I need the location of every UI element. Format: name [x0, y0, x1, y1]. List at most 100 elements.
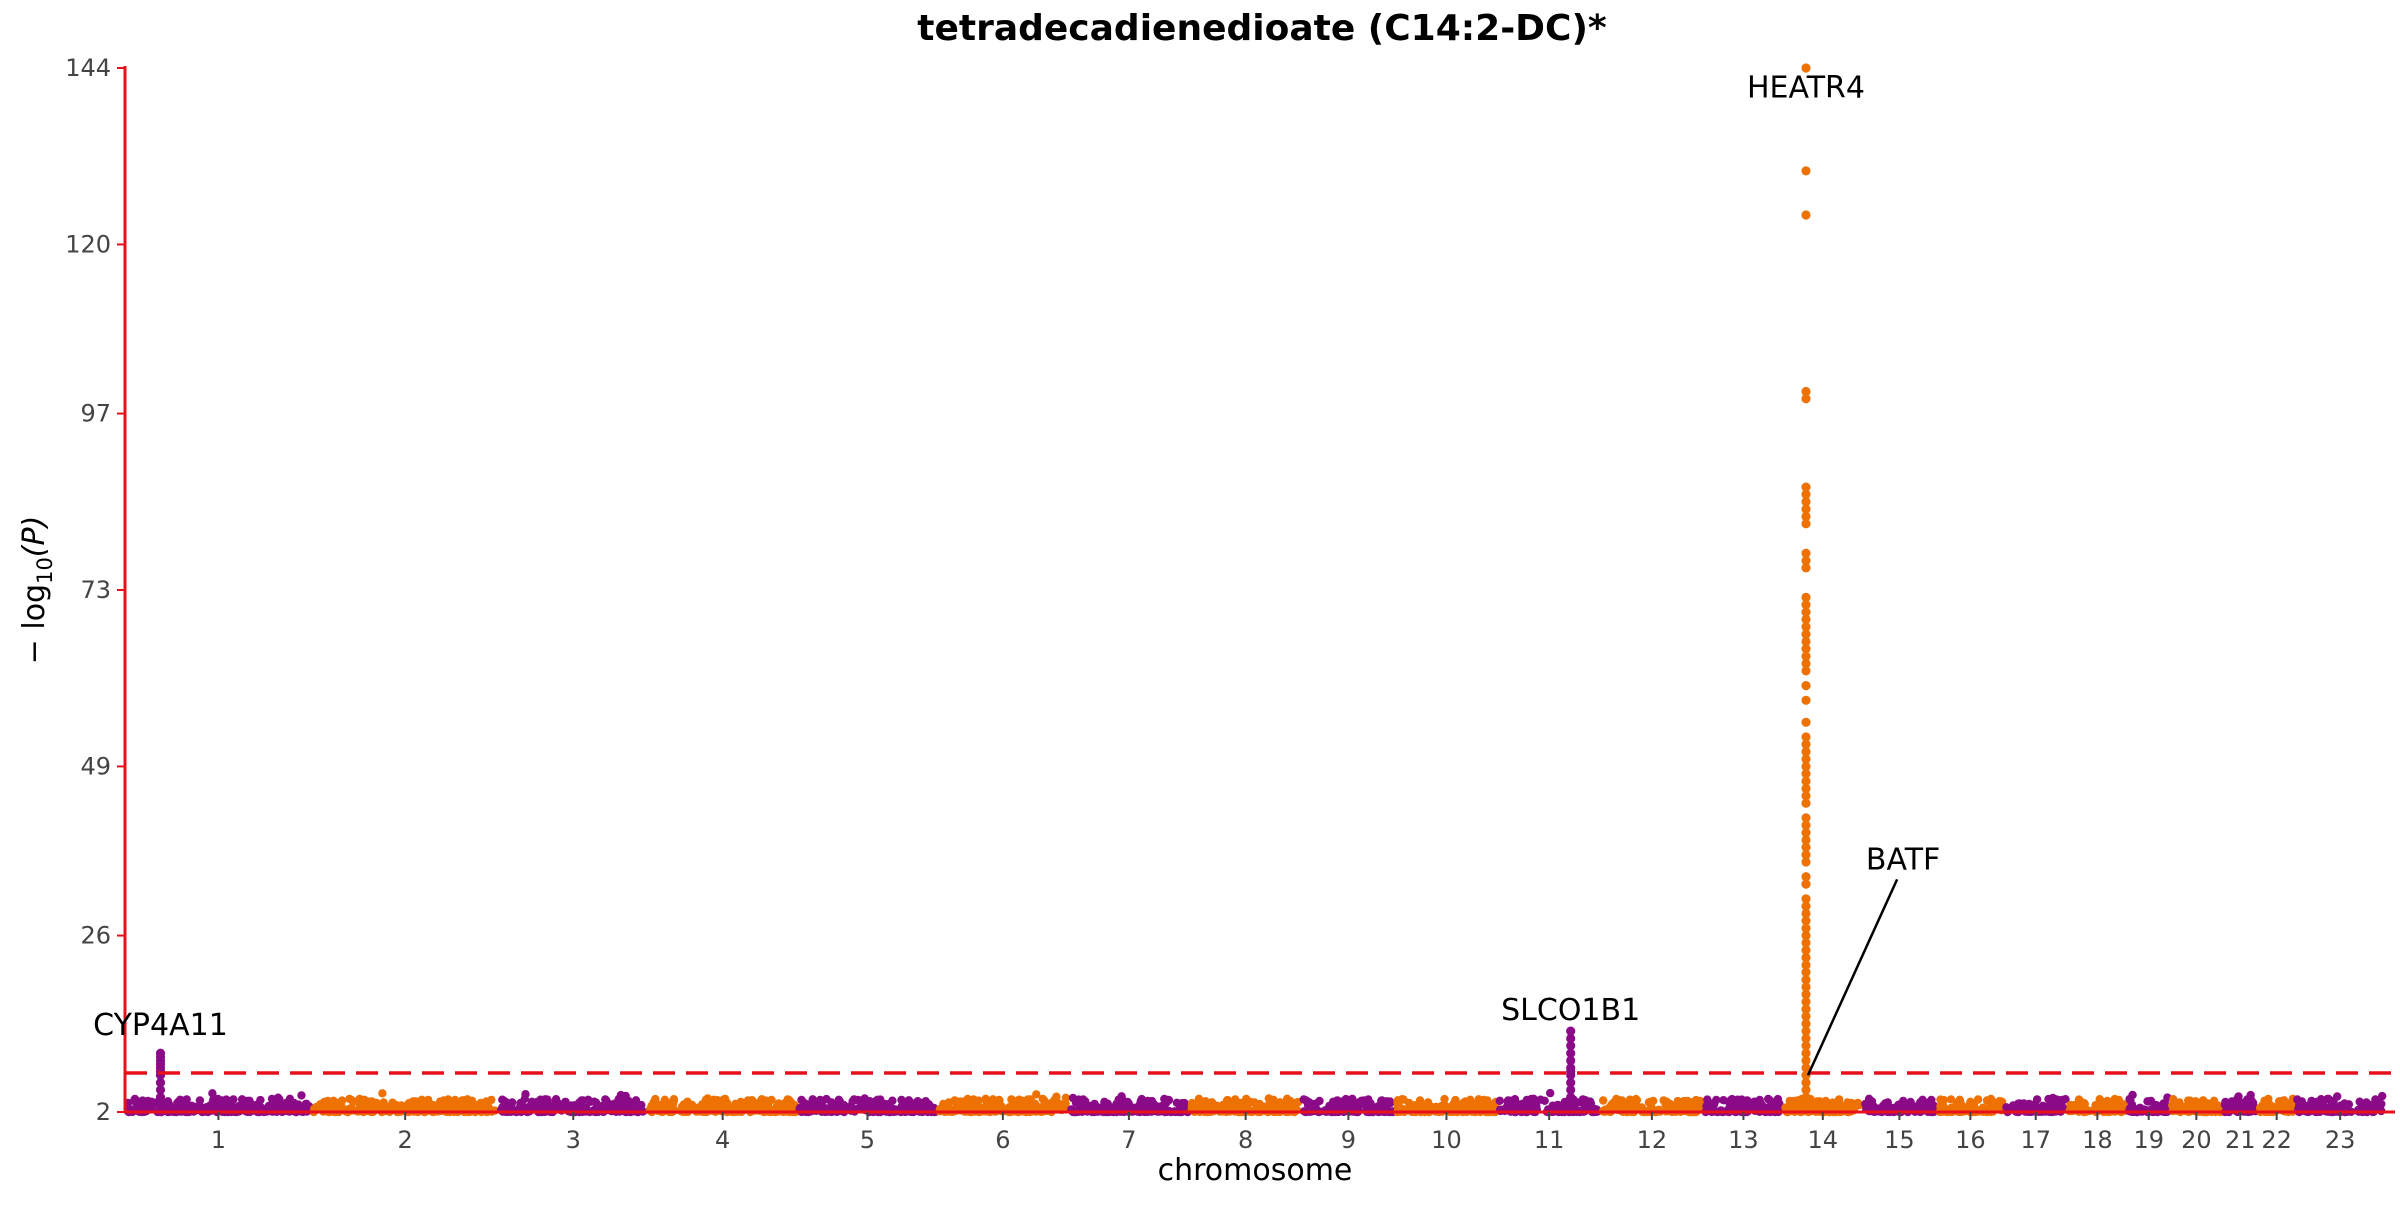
- peak-point: [1801, 1026, 1811, 1036]
- snp-point: [2103, 1096, 2112, 1106]
- peak-point: [1801, 636, 1811, 647]
- snp-point: [247, 1100, 257, 1109]
- snp-point: [786, 1098, 796, 1107]
- peak-point: [1801, 923, 1811, 933]
- peak-point: [1801, 1004, 1811, 1014]
- peak-point: [1566, 1085, 1576, 1095]
- snp-point: [1242, 1095, 1251, 1104]
- snp-point: [2075, 1101, 2084, 1111]
- peak-point: [1801, 717, 1811, 727]
- snp-point: [616, 1095, 626, 1105]
- peak-point: [1801, 504, 1811, 514]
- snp-point: [1624, 1102, 1633, 1111]
- peak-point: [1801, 872, 1811, 882]
- snp-point: [664, 1102, 673, 1111]
- peak-point: [1566, 1048, 1576, 1058]
- peak-point: [1801, 842, 1811, 852]
- peak-point: [1566, 1026, 1576, 1036]
- x-tick-label: 9: [1341, 1126, 1356, 1154]
- snp-point: [897, 1095, 906, 1105]
- snp-point: [1011, 1097, 1020, 1106]
- snp-point: [2191, 1097, 2200, 1106]
- snp-point: [924, 1100, 933, 1109]
- snp-point: [2032, 1095, 2042, 1104]
- peak-point: [1801, 850, 1811, 860]
- snp-point: [213, 1094, 223, 1104]
- snp-point: [2344, 1100, 2354, 1109]
- snp-point: [1724, 1104, 1734, 1113]
- snp-point: [1969, 1100, 1978, 1109]
- snp-point: [1599, 1096, 1608, 1105]
- snp-point: [962, 1098, 971, 1107]
- x-tick-label: 3: [566, 1126, 581, 1154]
- x-tick-label: 23: [2325, 1126, 2356, 1154]
- snp-point: [812, 1103, 821, 1113]
- snp-point: [1142, 1098, 1151, 1107]
- peak-point: [1801, 607, 1811, 617]
- snp-point: [1114, 1098, 1123, 1107]
- points-layer: [123, 63, 2387, 1117]
- x-tick-label: 20: [2181, 1126, 2212, 1154]
- snp-point: [1927, 1095, 1936, 1105]
- snp-point: [969, 1095, 978, 1104]
- snp-point: [388, 1098, 397, 1107]
- x-tick-label: 13: [1728, 1126, 1759, 1154]
- x-tick-label: 8: [1238, 1126, 1253, 1154]
- peak-point: [1801, 1011, 1811, 1022]
- x-tick-label: 7: [1121, 1126, 1136, 1154]
- snp-point: [848, 1097, 857, 1106]
- snp-point: [2113, 1096, 2123, 1106]
- peak-point: [1801, 908, 1811, 919]
- snp-point: [521, 1090, 530, 1099]
- peak-point: [1801, 739, 1811, 750]
- snp-point: [1474, 1095, 1483, 1104]
- peak-point: [1801, 563, 1811, 573]
- peak-point: [1801, 938, 1811, 948]
- snp-point: [228, 1103, 238, 1112]
- snp-point: [208, 1089, 217, 1098]
- snp-point: [591, 1098, 601, 1107]
- snp-point: [1081, 1097, 1090, 1106]
- peak-point: [1801, 386, 1811, 397]
- peak-point: [1566, 1100, 1576, 1110]
- snp-point: [1495, 1096, 1505, 1106]
- snp-point: [458, 1099, 468, 1108]
- peak-point: [1801, 930, 1811, 941]
- x-tick-label: 15: [1884, 1126, 1915, 1154]
- peak-point: [1801, 813, 1811, 823]
- peak-point: [1801, 1048, 1811, 1058]
- snp-point: [1254, 1103, 1263, 1113]
- peak-point: [1801, 967, 1811, 977]
- snp-point: [1385, 1099, 1395, 1108]
- snp-point: [1026, 1095, 1035, 1104]
- peak-point: [1566, 1092, 1576, 1102]
- snp-point: [1978, 1103, 1988, 1112]
- snp-point: [2378, 1091, 2387, 1101]
- snp-point: [1540, 1096, 1549, 1106]
- snp-point: [1853, 1098, 1863, 1108]
- snp-point: [1581, 1096, 1590, 1105]
- peak-point: [1801, 857, 1811, 867]
- snp-point: [2048, 1103, 2057, 1112]
- snp-point: [1957, 1100, 1966, 1110]
- snp-point: [1831, 1102, 1841, 1111]
- y-tick-label: 73: [80, 576, 111, 604]
- chromosome-3-points: [496, 1090, 648, 1117]
- x-tick-label: 10: [1431, 1126, 1462, 1154]
- peak-point: [155, 1078, 166, 1088]
- peak-point: [1801, 894, 1811, 904]
- snp-point: [1659, 1096, 1668, 1105]
- peak-point: [1801, 695, 1811, 705]
- peak-point: [1801, 210, 1811, 220]
- peak-point: [155, 1048, 166, 1058]
- peak-point: [1801, 651, 1811, 661]
- snp-point: [1451, 1099, 1460, 1109]
- snp-point: [1834, 1095, 1844, 1104]
- snp-point: [1691, 1095, 1701, 1105]
- peak-point: [1801, 1055, 1811, 1066]
- snp-point: [761, 1103, 770, 1113]
- snp-point: [532, 1097, 542, 1107]
- snp-point: [345, 1094, 354, 1104]
